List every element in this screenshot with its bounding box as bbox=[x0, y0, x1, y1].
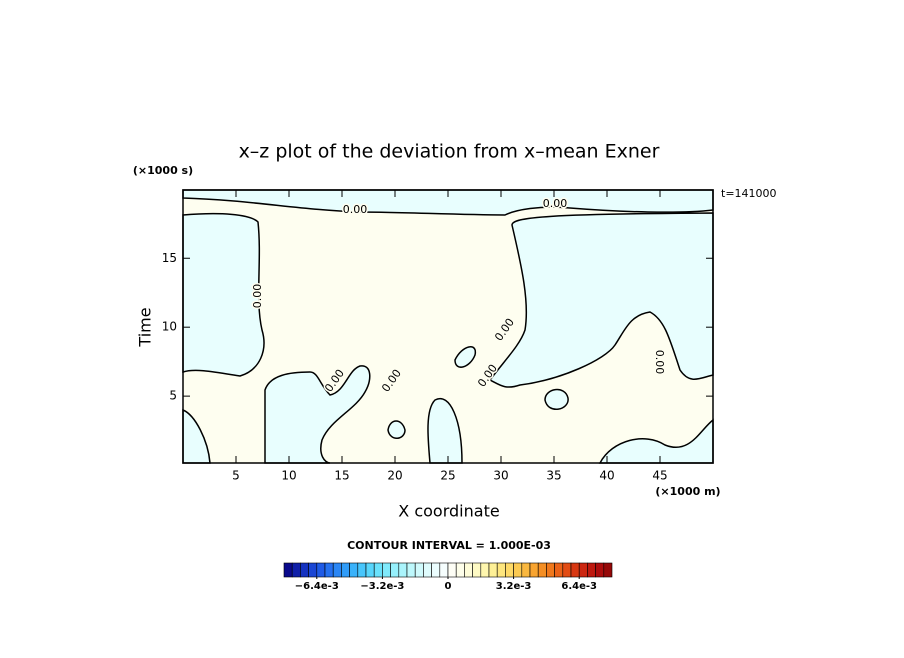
contour-region bbox=[598, 418, 714, 464]
colorbar-box bbox=[414, 562, 424, 578]
contour-region bbox=[454, 346, 477, 368]
colorbar-box bbox=[423, 562, 432, 578]
colorbar-tick-label: 6.4e-3 bbox=[561, 581, 597, 592]
colorbar-box bbox=[578, 562, 588, 578]
contour-region bbox=[488, 212, 714, 388]
colorbar-tick-label: 0 bbox=[445, 581, 452, 592]
contour-region bbox=[264, 365, 371, 464]
contour-region bbox=[182, 189, 714, 216]
colorbar-box bbox=[488, 562, 498, 578]
x-tick-label: 5 bbox=[232, 469, 240, 483]
time-label: t=141000 bbox=[721, 187, 777, 200]
colorbar-box bbox=[324, 562, 334, 578]
colorbar-box bbox=[472, 562, 482, 578]
y-tick-label: 5 bbox=[169, 389, 177, 403]
x-tick-label: 45 bbox=[652, 469, 667, 483]
colorbar-box bbox=[464, 562, 473, 578]
colorbar-box bbox=[390, 562, 400, 578]
x-unit: (×1000 m) bbox=[655, 485, 720, 498]
contour-interval: CONTOUR INTERVAL = 1.000E-03 bbox=[347, 539, 551, 552]
contour-label: 0.00 bbox=[653, 350, 666, 375]
colorbar-box bbox=[291, 562, 301, 578]
colorbar-box bbox=[546, 562, 555, 578]
y-tick-label: 15 bbox=[162, 251, 177, 265]
colorbar-box bbox=[480, 562, 490, 578]
colorbar-box bbox=[496, 562, 506, 578]
colorbar-box bbox=[439, 562, 449, 578]
colorbar-box bbox=[398, 562, 408, 578]
colorbar-box bbox=[349, 562, 359, 578]
colorbar-box bbox=[332, 562, 342, 578]
chart-title: x–z plot of the deviation from x–mean Ex… bbox=[239, 141, 660, 163]
colorbar-box bbox=[521, 562, 531, 578]
colorbar-box bbox=[513, 562, 523, 578]
y-unit: (×1000 s) bbox=[133, 164, 193, 177]
contour-region bbox=[387, 420, 406, 439]
x-tick-label: 40 bbox=[599, 469, 614, 483]
x-tick-label: 30 bbox=[493, 469, 508, 483]
colorbar-tick-label: −6.4e-3 bbox=[295, 581, 339, 592]
colorbar-box bbox=[537, 562, 547, 578]
colorbar-box bbox=[447, 562, 457, 578]
contour-regions bbox=[182, 189, 714, 464]
colorbar-box bbox=[529, 562, 539, 578]
colorbar-box bbox=[382, 562, 391, 578]
colorbar-box bbox=[595, 562, 605, 578]
colorbar-box bbox=[431, 562, 441, 578]
contour-label: 0.00 bbox=[543, 197, 568, 210]
colorbar-box bbox=[357, 562, 367, 578]
x-axis-label: X coordinate bbox=[398, 502, 499, 521]
y-axis-label: Time bbox=[136, 307, 155, 347]
colorbar-box bbox=[570, 562, 580, 578]
colorbar-box bbox=[308, 562, 318, 578]
colorbar-box bbox=[365, 562, 375, 578]
x-tick-label: 20 bbox=[387, 469, 402, 483]
contour-region bbox=[427, 397, 463, 464]
contour-label: 0.00 bbox=[251, 284, 264, 309]
colorbar-box bbox=[562, 562, 572, 578]
x-tick-label: 10 bbox=[281, 469, 296, 483]
contour-region bbox=[544, 388, 569, 410]
colorbar-box bbox=[455, 562, 465, 578]
colorbar-box bbox=[316, 562, 326, 578]
x-tick-label: 35 bbox=[546, 469, 561, 483]
contour-label: 0.00 bbox=[343, 203, 368, 216]
x-tick-label: 25 bbox=[440, 469, 455, 483]
colorbar-tick-label: −3.2e-3 bbox=[360, 581, 404, 592]
colorbar-box bbox=[300, 562, 309, 578]
colorbar-box bbox=[554, 562, 564, 578]
x-tick-label: 15 bbox=[334, 469, 349, 483]
colorbar-box bbox=[283, 562, 293, 578]
colorbar-box bbox=[603, 562, 613, 578]
colorbar-box bbox=[505, 562, 514, 578]
colorbar-tick-label: 3.2e-3 bbox=[496, 581, 532, 592]
y-tick-label: 10 bbox=[162, 320, 177, 334]
colorbar-box bbox=[373, 562, 383, 578]
contour-region bbox=[182, 212, 265, 377]
colorbar-box bbox=[341, 562, 350, 578]
colorbar-box bbox=[587, 562, 596, 578]
colorbar-box bbox=[406, 562, 416, 578]
